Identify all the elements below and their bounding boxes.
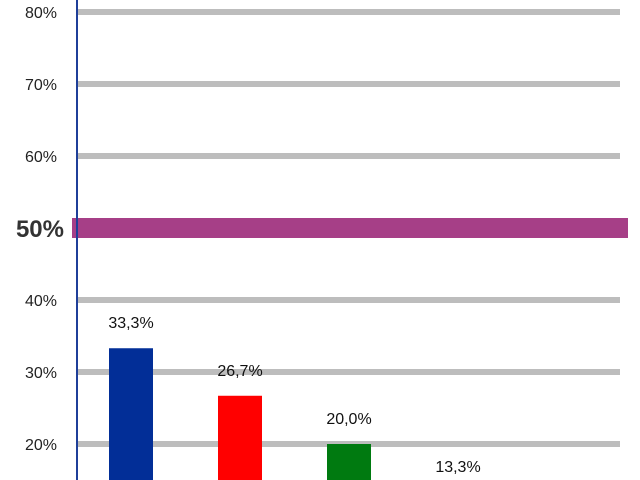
data-label-2: 26,7%	[217, 363, 262, 380]
y-tick-label: 30%	[25, 365, 57, 382]
reference-line-50	[72, 218, 628, 238]
y-tick-label: 70%	[25, 77, 57, 94]
y-tick-label: 40%	[25, 293, 57, 310]
y-tick-label: 50%	[16, 216, 64, 243]
bar-3	[327, 444, 371, 480]
bar-2	[218, 395, 262, 480]
reference-line-group	[72, 218, 628, 238]
data-labels: 33,3% 26,7% 20,0% 13,3%	[108, 315, 480, 476]
y-tick-label: 20%	[25, 437, 57, 454]
bar-1	[109, 348, 153, 480]
data-label-1: 33,3%	[108, 315, 153, 332]
data-label-4: 13,3%	[435, 459, 480, 476]
y-axis-tick-labels: 80% 70% 60% 50% 40% 30% 20%	[16, 5, 64, 454]
y-tick-label: 60%	[25, 149, 57, 166]
y-tick-label: 80%	[25, 5, 57, 22]
data-label-3: 20,0%	[326, 411, 371, 428]
bars	[109, 348, 371, 480]
